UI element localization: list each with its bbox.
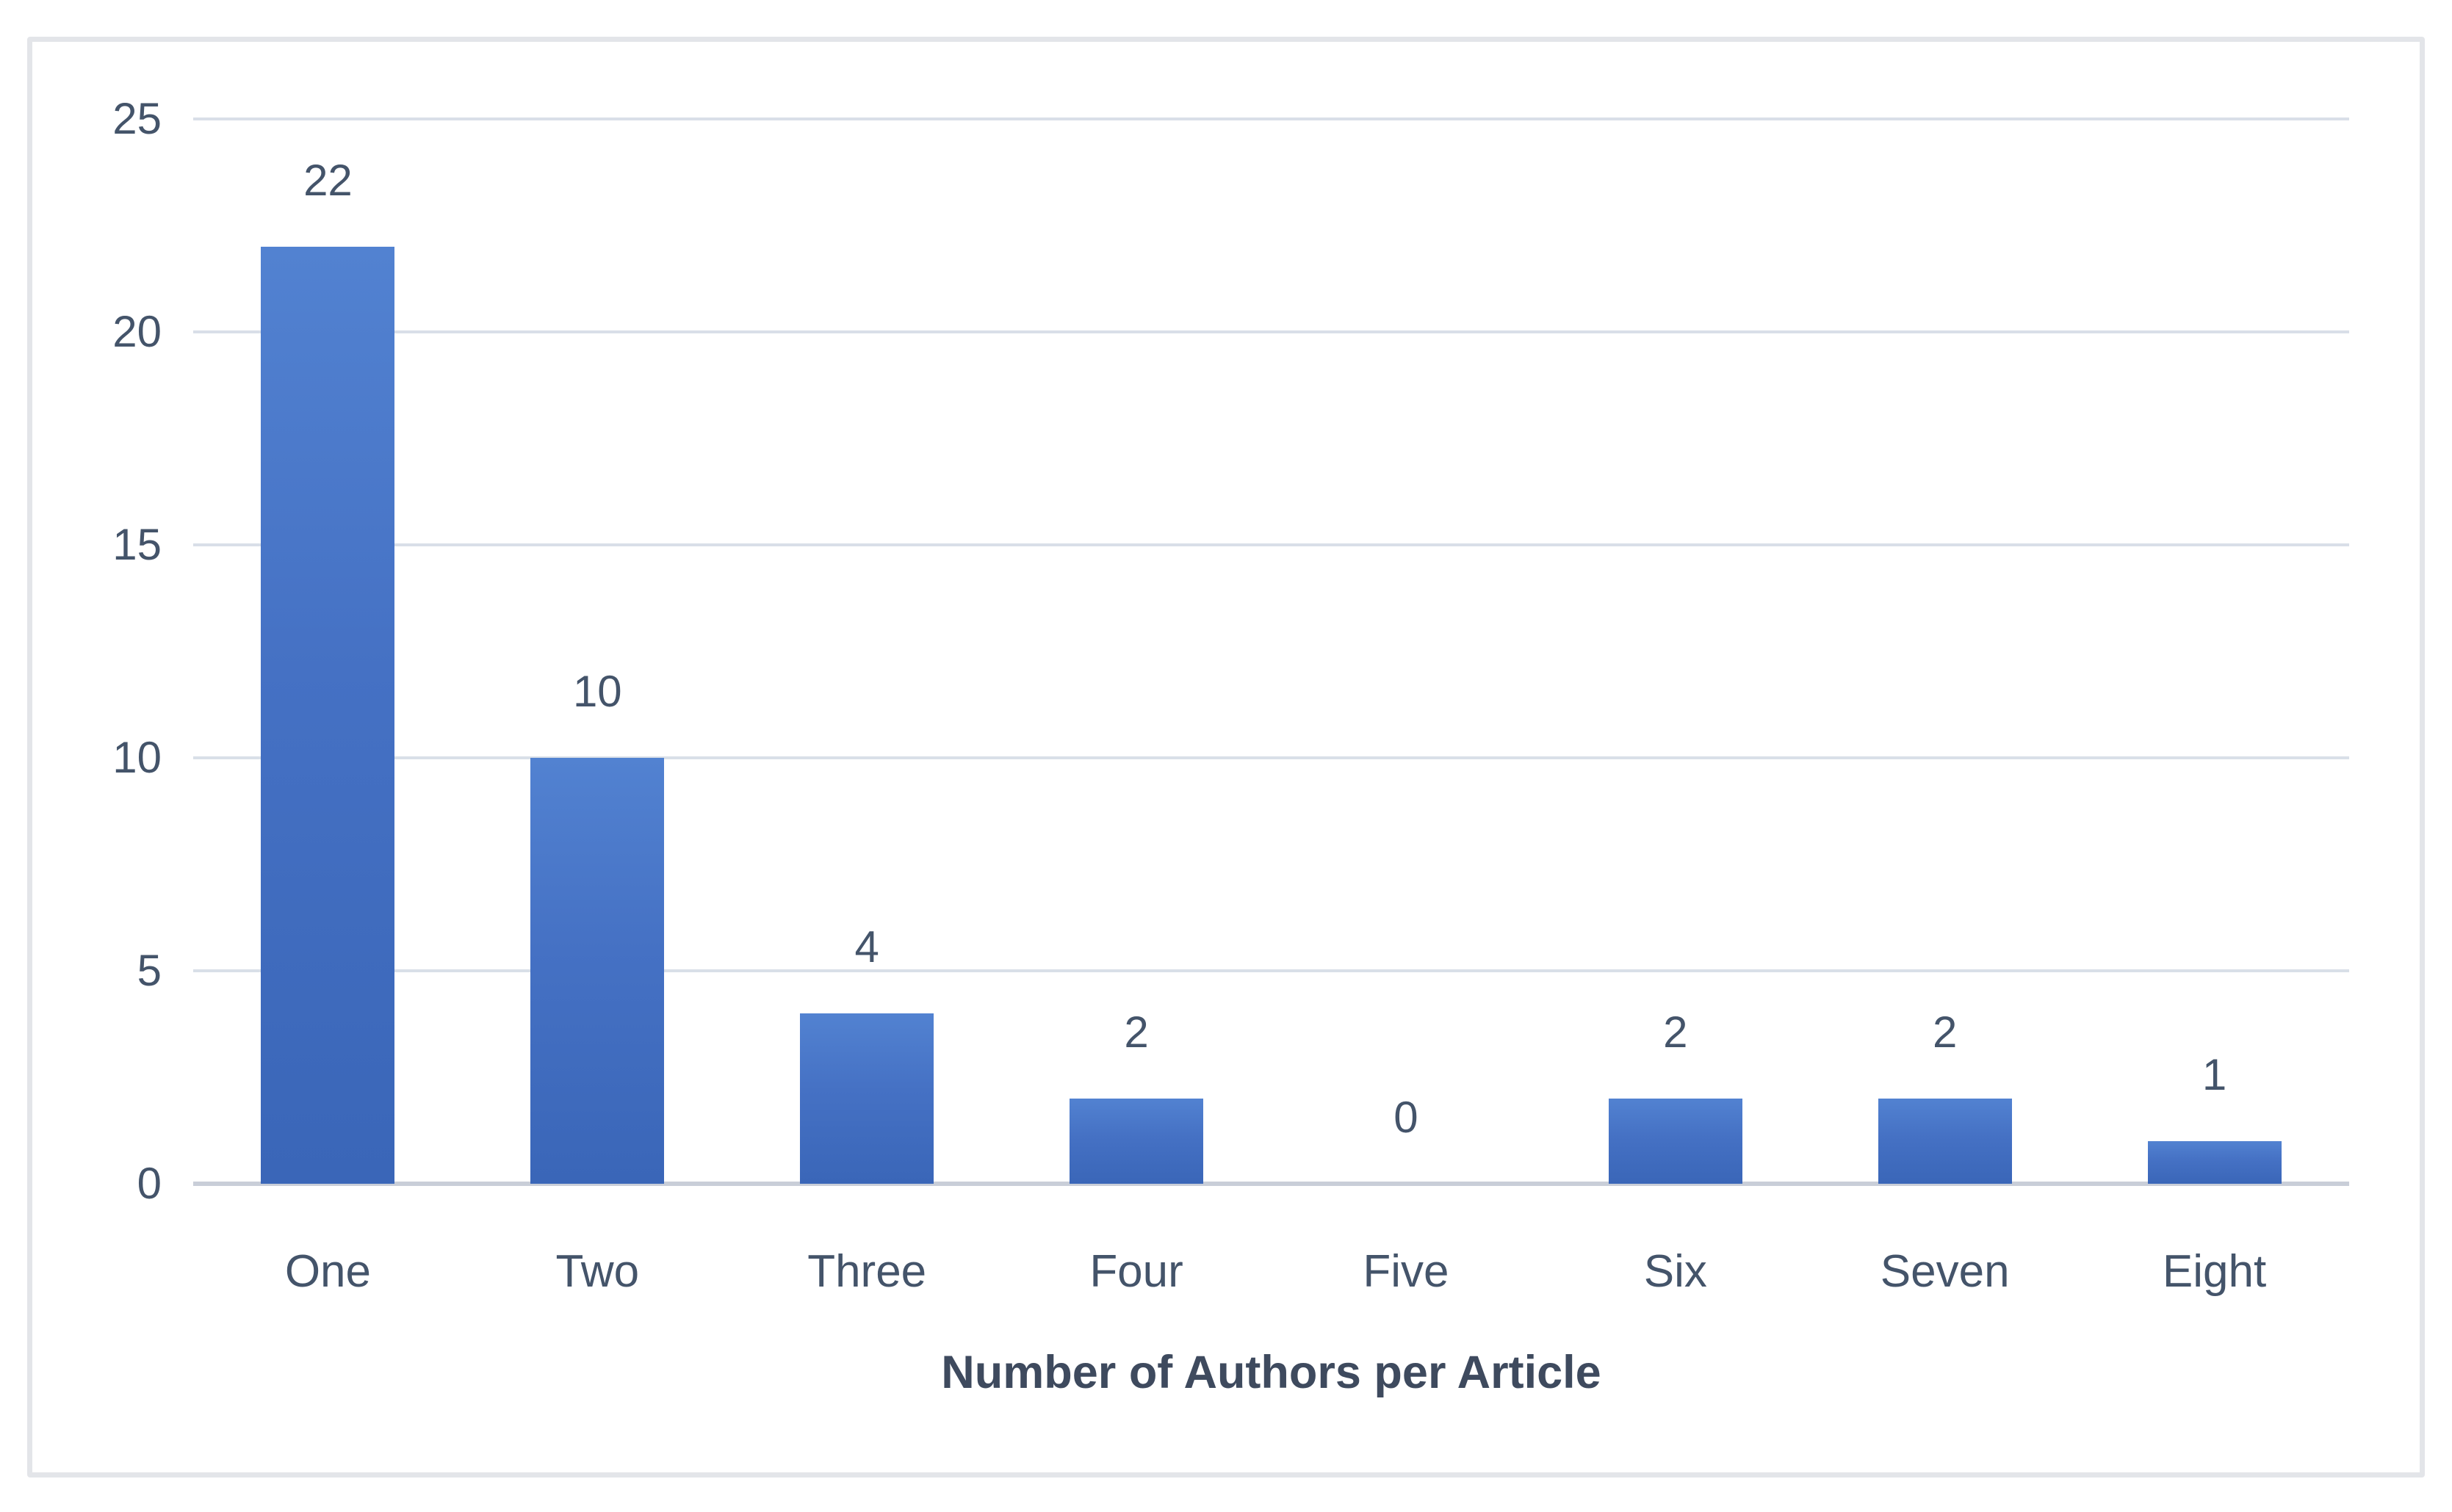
- bar-value-label: 4: [854, 922, 879, 972]
- plot-area: 22 10 4 2 0 2 2 1: [193, 117, 2349, 1186]
- y-tick-label: 15: [112, 520, 162, 569]
- x-tick-label: Six: [1643, 1246, 1707, 1297]
- bar: [1608, 1099, 1742, 1184]
- bar: [261, 247, 395, 1184]
- bar: [1878, 1099, 2012, 1184]
- x-axis-title: Number of Authors per Article: [941, 1347, 1601, 1398]
- y-tick-label: 5: [137, 946, 162, 995]
- bar-value-label: 22: [303, 156, 353, 205]
- y-tick-label: 20: [112, 307, 162, 356]
- x-tick-label: Five: [1363, 1246, 1449, 1297]
- bar-value-label: 10: [572, 667, 622, 716]
- x-tick-label: Four: [1089, 1246, 1183, 1297]
- x-tick-label: Two: [555, 1246, 640, 1297]
- gridline: [193, 117, 2349, 120]
- bar: [2147, 1141, 2282, 1184]
- bar: [800, 1013, 934, 1184]
- bar-value-label: 2: [1663, 1008, 1688, 1057]
- x-tick-label: Eight: [2162, 1246, 2267, 1297]
- bar-value-label: 2: [1124, 1008, 1149, 1057]
- x-tick-label: Seven: [1880, 1246, 2010, 1297]
- bar-value-label: 2: [1933, 1008, 1958, 1057]
- y-tick-label: 10: [112, 733, 162, 782]
- y-tick-label: 25: [112, 94, 162, 143]
- x-tick-label: One: [284, 1246, 372, 1297]
- y-tick-label: 0: [137, 1159, 162, 1208]
- gridline: [193, 543, 2349, 546]
- bar: [1070, 1099, 1204, 1184]
- gridline: [193, 330, 2349, 333]
- bar: [530, 758, 665, 1184]
- gridline: [193, 969, 2349, 972]
- x-axis-line: [193, 1182, 2349, 1186]
- gridline: [193, 756, 2349, 759]
- x-tick-label: Three: [807, 1246, 927, 1297]
- bar-value-label: 1: [2202, 1050, 2227, 1099]
- bar-value-label: 0: [1393, 1093, 1418, 1142]
